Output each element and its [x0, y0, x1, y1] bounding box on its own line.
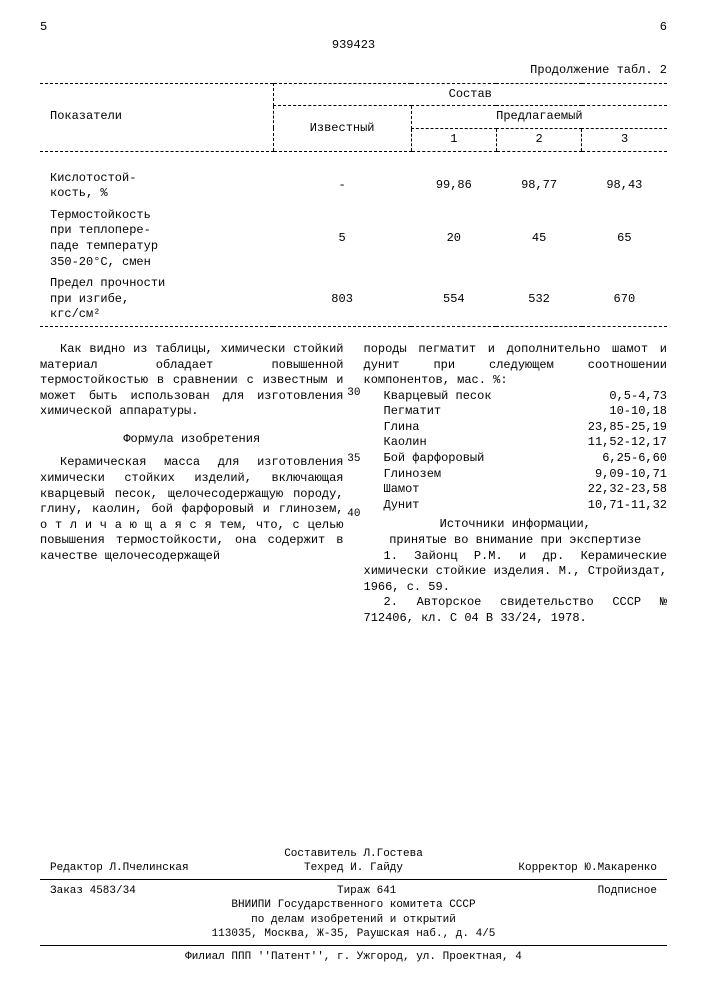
table-caption: Продолжение табл. 2	[40, 63, 667, 79]
component-row: Кварцевый песок0,5-4,73	[384, 389, 668, 405]
formula-text: Керамическая масса для изготовле­ния хим…	[40, 455, 344, 564]
header-composition: Состав	[273, 83, 667, 106]
line-num-40: 40	[347, 507, 360, 521]
header-indicator: Показатели	[40, 83, 273, 151]
footer-org1: ВНИИПИ Государственного комитета СССР	[40, 898, 667, 912]
table-row: Кислотостой- кость, % - 99,86 98,77 98,4…	[40, 168, 667, 205]
header-proposed: Предлагаемый	[411, 106, 667, 129]
header-known: Известный	[273, 106, 411, 151]
left-column: Как видно из таблицы, химически стойкий …	[40, 342, 344, 627]
footer-org2: по делам изобретений и открытий	[40, 913, 667, 927]
right-intro: породы пегматит и дополнительно ша­мот и…	[364, 342, 668, 389]
footer-filial: Филиал ППП ''Патент'', г. Ужгород, ул. П…	[40, 950, 667, 964]
footer-credits: Редактор Л.Пчелинская Техред И. Гайду Ко…	[40, 861, 667, 875]
page-left: 5	[40, 20, 47, 36]
sub-1: 1	[411, 128, 496, 151]
component-row: Глинозем9,09-10,71	[384, 467, 668, 483]
sub-3: 3	[582, 128, 667, 151]
left-para: Как видно из таблицы, химически стойкий …	[40, 342, 344, 420]
component-row: Глина23,85-25,19	[384, 420, 668, 436]
page-numbers: 5 6	[40, 20, 667, 36]
text-columns: 30 35 40 Как видно из таблицы, химически…	[40, 342, 667, 627]
formula-heading: Формула изобретения	[40, 432, 344, 448]
table-row: Термостойкость при теплопере- паде темпе…	[40, 205, 667, 273]
compiler: Составитель Л.Гостева	[40, 847, 667, 861]
footer: Составитель Л.Гостева Редактор Л.Пчелинс…	[40, 847, 667, 965]
data-table: Показатели Состав Известный Предлагаемый…	[40, 83, 667, 327]
footer-address: 113035, Москва, Ж-35, Раушская наб., д. …	[40, 927, 667, 941]
right-column: породы пегматит и дополнительно ша­мот и…	[364, 342, 668, 627]
table-row: Предел прочности при изгибе, кгс/см² 803…	[40, 273, 667, 326]
line-num-30: 30	[347, 386, 360, 400]
sub-2: 2	[496, 128, 581, 151]
page-right: 6	[660, 20, 667, 36]
components-list: Кварцевый песок0,5-4,73 Пегматит10-10,18…	[384, 389, 668, 514]
component-row: Дунит10,71-11,32	[384, 498, 668, 514]
component-row: Бой фарфоровый6,25-6,60	[384, 451, 668, 467]
footer-order: Заказ 4583/34 Тираж 641 Подписное	[40, 884, 667, 898]
component-row: Шамот22,32-23,58	[384, 482, 668, 498]
source-2: 2. Авторское свидетельство СССР № 712406…	[364, 595, 668, 626]
sources-heading: Источники информации, принятые во вниман…	[364, 517, 668, 548]
source-1: 1. Зайонц Р.М. и др. Керамичес­кие химич…	[364, 549, 668, 596]
component-row: Каолин11,52-12,17	[384, 435, 668, 451]
line-num-35: 35	[347, 452, 360, 466]
component-row: Пегматит10-10,18	[384, 404, 668, 420]
doc-number: 939423	[40, 38, 667, 54]
